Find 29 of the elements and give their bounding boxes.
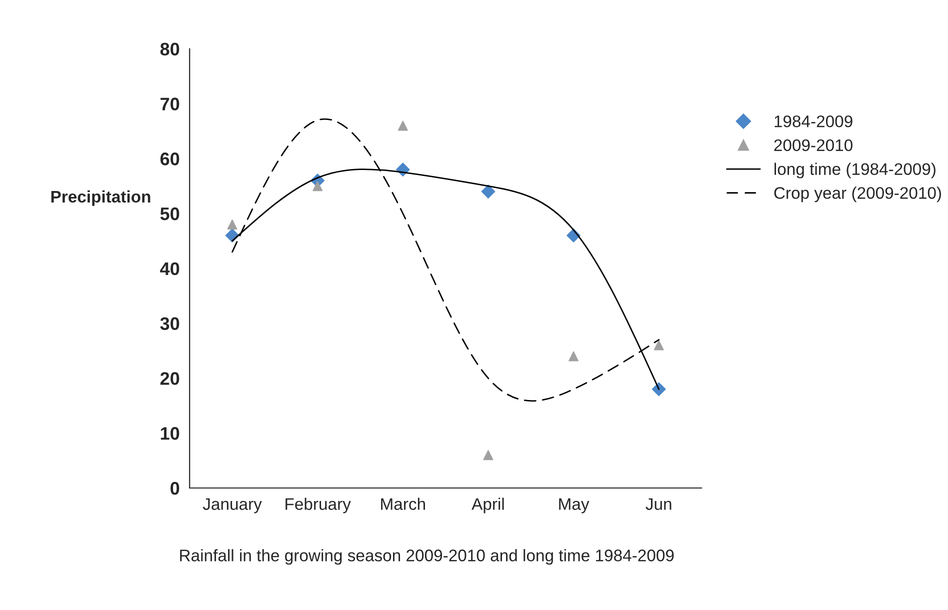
point — [652, 382, 666, 396]
x-tick-label: April — [472, 498, 504, 514]
y-tick-label: 80 — [160, 42, 180, 56]
point — [654, 340, 664, 350]
text: Rainfall in the growing season 2009-2010 and long time 1984-2009 — [180, 549, 674, 565]
point — [227, 219, 238, 230]
x-tick-label: February — [286, 498, 351, 514]
legend-label: 2009-2010 — [774, 139, 852, 152]
y-tick-label: 70 — [160, 98, 180, 110]
legend-label: 1984-2009 — [774, 115, 852, 128]
legend-label: long time (1984-2009) — [774, 162, 936, 178]
x-tick-label: January — [202, 498, 262, 514]
y-tick-label: 40 — [160, 262, 180, 276]
x-tick-label: March — [381, 498, 425, 510]
point — [568, 351, 579, 362]
x-tick-label: May — [559, 498, 590, 514]
point — [481, 184, 496, 199]
point — [312, 181, 323, 192]
point — [398, 120, 408, 131]
point — [483, 450, 494, 460]
y-axis-title: Precipitation — [51, 190, 150, 206]
y-tick-label: 20 — [160, 372, 180, 385]
y-tick-label: 0 — [170, 482, 180, 495]
y-tick-label: 60 — [160, 152, 180, 166]
y-tick-label: 50 — [160, 207, 180, 220]
x-tick-label: Jun — [646, 498, 672, 510]
legend-label: Crop year (2009-2010) — [774, 186, 941, 202]
y-tick-label: 10 — [160, 427, 180, 440]
y-tick-label: 30 — [160, 317, 180, 330]
